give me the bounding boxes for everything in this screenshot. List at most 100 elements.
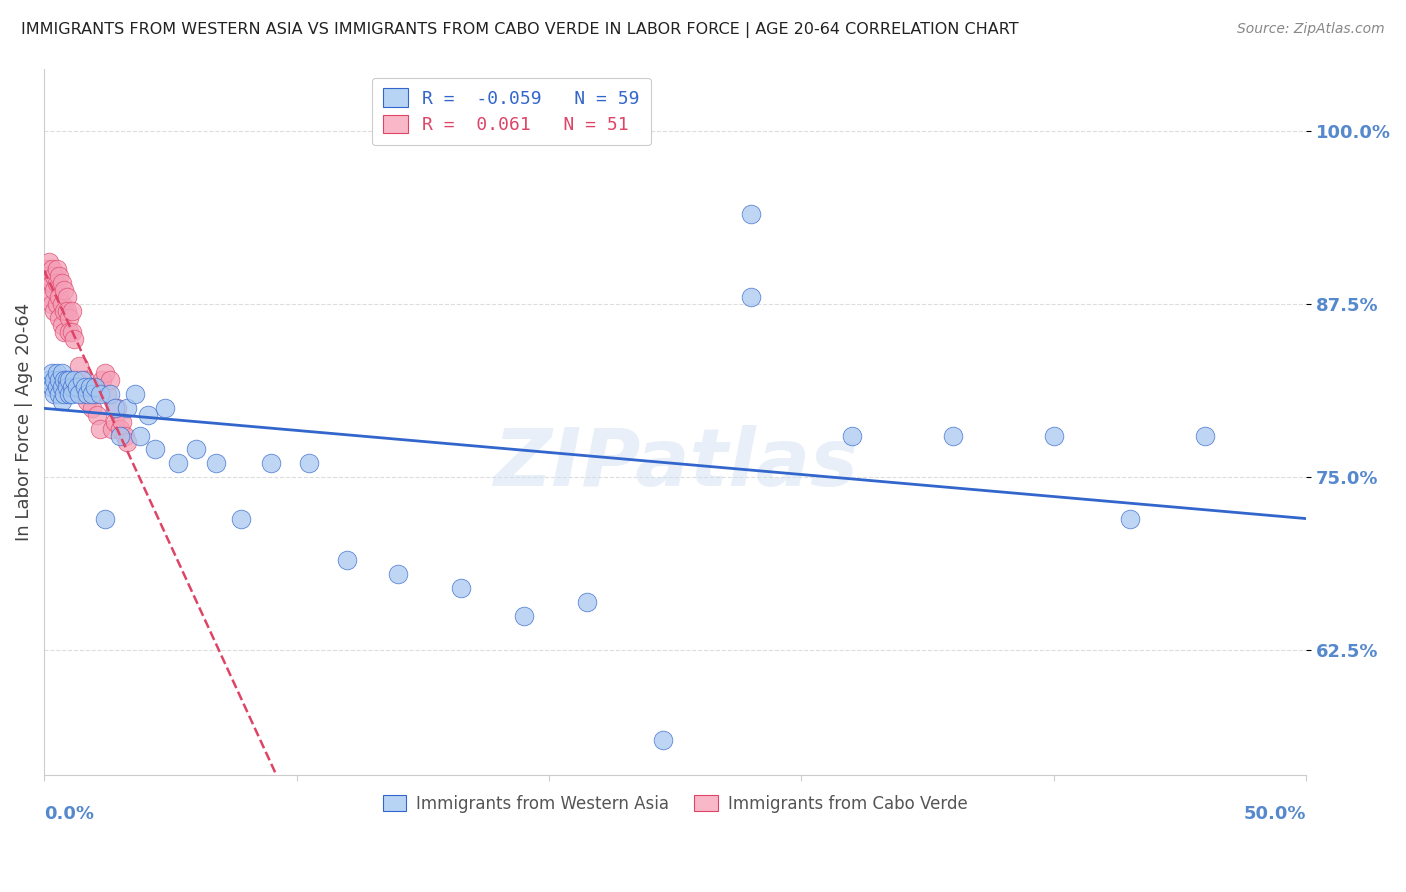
Point <box>44 283 66 297</box>
Point <box>124 387 146 401</box>
Point <box>51 366 73 380</box>
Legend: Immigrants from Western Asia, Immigrants from Cabo Verde: Immigrants from Western Asia, Immigrants… <box>377 789 974 820</box>
Point <box>740 207 762 221</box>
Point <box>63 332 86 346</box>
Point <box>260 456 283 470</box>
Point <box>45 277 67 291</box>
Point <box>79 380 101 394</box>
Point <box>58 373 80 387</box>
Point <box>51 393 73 408</box>
Point <box>69 359 91 374</box>
Point <box>512 608 534 623</box>
Point <box>48 387 70 401</box>
Point <box>51 277 73 291</box>
Point <box>114 428 136 442</box>
Point <box>56 380 79 394</box>
Point <box>129 428 152 442</box>
Point <box>41 297 63 311</box>
Point <box>575 595 598 609</box>
Point <box>942 428 965 442</box>
Point <box>1118 511 1140 525</box>
Point <box>111 415 134 429</box>
Point <box>53 325 76 339</box>
Point <box>53 304 76 318</box>
Point <box>155 401 177 415</box>
Point <box>53 283 76 297</box>
Point <box>76 387 98 401</box>
Point <box>38 269 60 284</box>
Point <box>83 380 105 394</box>
Point <box>51 297 73 311</box>
Point <box>105 401 128 415</box>
Point <box>108 422 131 436</box>
Point <box>70 373 93 387</box>
Point <box>740 290 762 304</box>
Point <box>58 310 80 325</box>
Text: 50.0%: 50.0% <box>1244 805 1306 823</box>
Point <box>73 373 96 387</box>
Text: ZIPatlas: ZIPatlas <box>492 425 858 503</box>
Point <box>86 408 108 422</box>
Point <box>104 401 127 415</box>
Point <box>41 277 63 291</box>
Point <box>89 422 111 436</box>
Point <box>53 387 76 401</box>
Point <box>91 373 114 387</box>
Point <box>69 387 91 401</box>
Point <box>44 387 66 401</box>
Point <box>48 290 70 304</box>
Point <box>51 380 73 394</box>
Point <box>56 304 79 318</box>
Point <box>63 373 86 387</box>
Point <box>44 269 66 284</box>
Point <box>48 310 70 325</box>
Point <box>48 373 70 387</box>
Point <box>117 401 139 415</box>
Point <box>60 387 83 401</box>
Point <box>66 373 89 387</box>
Point <box>41 380 63 394</box>
Point <box>56 373 79 387</box>
Point <box>229 511 252 525</box>
Point <box>53 373 76 387</box>
Point <box>450 581 472 595</box>
Point <box>35 277 58 291</box>
Point <box>204 456 226 470</box>
Point <box>80 401 103 415</box>
Point <box>89 387 111 401</box>
Point <box>60 304 83 318</box>
Point <box>80 387 103 401</box>
Point <box>45 262 67 277</box>
Point <box>96 387 118 401</box>
Point <box>73 380 96 394</box>
Point <box>51 318 73 332</box>
Point <box>1194 428 1216 442</box>
Point <box>93 511 115 525</box>
Point <box>136 408 159 422</box>
Point <box>117 435 139 450</box>
Point <box>41 262 63 277</box>
Point <box>48 269 70 284</box>
Text: IMMIGRANTS FROM WESTERN ASIA VS IMMIGRANTS FROM CABO VERDE IN LABOR FORCE | AGE : IMMIGRANTS FROM WESTERN ASIA VS IMMIGRAN… <box>21 22 1019 38</box>
Point <box>1043 428 1066 442</box>
Text: Source: ZipAtlas.com: Source: ZipAtlas.com <box>1237 22 1385 37</box>
Point <box>66 380 89 394</box>
Point <box>841 428 863 442</box>
Point <box>79 380 101 394</box>
Point <box>108 428 131 442</box>
Point <box>143 442 166 457</box>
Point <box>38 290 60 304</box>
Point <box>41 366 63 380</box>
Point <box>167 456 190 470</box>
Point <box>35 262 58 277</box>
Point <box>60 380 83 394</box>
Point <box>44 373 66 387</box>
Point <box>184 442 207 457</box>
Point <box>336 553 359 567</box>
Y-axis label: In Labor Force | Age 20-64: In Labor Force | Age 20-64 <box>15 302 32 541</box>
Point <box>44 304 66 318</box>
Point <box>45 366 67 380</box>
Point <box>45 297 67 311</box>
Point <box>93 366 115 380</box>
Point <box>104 415 127 429</box>
